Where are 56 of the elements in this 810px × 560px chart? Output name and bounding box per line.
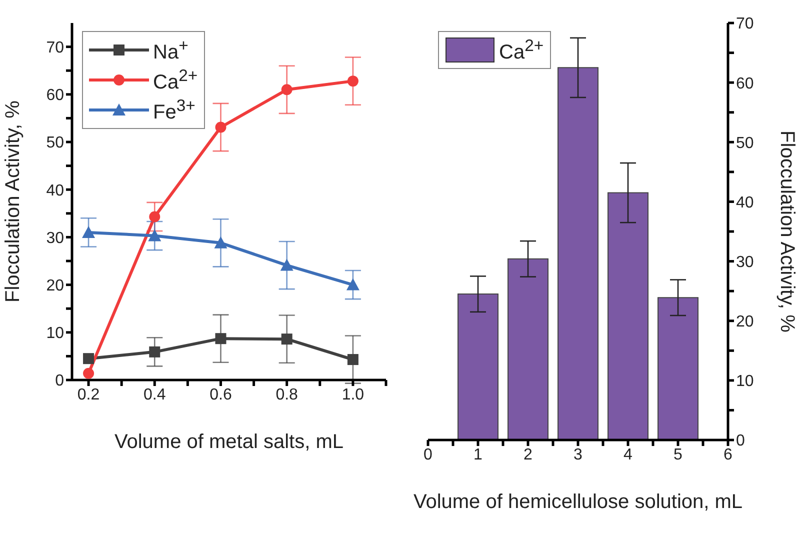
y-tick-label: 60 [46, 87, 64, 104]
point [215, 333, 226, 344]
x-tick-label: 3 [574, 446, 583, 464]
x-tick-label: 4 [624, 446, 633, 464]
x-tick-label: 6 [724, 446, 733, 464]
y2-tick-label: 70 [736, 16, 754, 33]
bar [558, 67, 598, 440]
legend-label: Ca$^{2+}$ [499, 36, 544, 64]
bar [658, 297, 698, 440]
y2-tick-label: 0 [736, 432, 745, 450]
x-tick-label: 0.6 [210, 386, 232, 404]
point [347, 354, 358, 366]
point [215, 122, 226, 133]
x-axis-title: Volume of hemicellulose solution, mL [413, 491, 743, 513]
x-tick-label: 5 [674, 446, 683, 464]
y-tick-label: 20 [46, 277, 64, 294]
legend-label: Ca$^{2+}$ [153, 66, 198, 94]
x-tick-label: 2 [524, 446, 533, 464]
y2-tick-label: 60 [736, 75, 754, 92]
x-tick-label: 0.4 [144, 386, 166, 404]
point [214, 236, 228, 248]
y-tick-label: 10 [46, 325, 64, 342]
y-tick-label: 0 [55, 372, 64, 390]
x-axis-title: Volume of metal salts, mL [114, 431, 344, 453]
y-tick-label: 30 [46, 230, 64, 247]
y2-tick-label: 30 [736, 254, 754, 271]
x-tick-label: 0.2 [77, 386, 100, 404]
point [280, 258, 294, 271]
x-tick-label: 1.0 [342, 386, 364, 404]
x-tick-label: 0 [424, 446, 433, 464]
point [346, 278, 360, 290]
y-tick-label: 70 [46, 39, 64, 56]
bar [608, 192, 648, 440]
y-tick-label: 50 [46, 134, 64, 152]
point [347, 76, 358, 87]
point [82, 226, 96, 238]
x-tick-label: 0.8 [276, 386, 298, 404]
y2-tick-label: 40 [736, 194, 754, 212]
y2-axis-title: Flocculation Activity, % [776, 130, 798, 333]
y-axis-title: Flocculation Activity, % [2, 100, 24, 302]
legend-label: Na$^{+}$ [153, 36, 188, 64]
point [281, 84, 292, 96]
legend-label: Fe$^{3+}$ [153, 96, 196, 124]
point [83, 353, 94, 364]
bar [508, 258, 548, 440]
point [83, 368, 94, 379]
y2-tick-label: 10 [736, 373, 754, 390]
x-tick-label: 1 [474, 446, 483, 464]
point [149, 211, 160, 222]
y2-tick-label: 20 [736, 314, 754, 331]
y-tick-label: 40 [46, 182, 64, 200]
point [281, 334, 292, 345]
y2-tick-label: 50 [736, 134, 754, 152]
point [149, 346, 160, 358]
point [148, 229, 162, 242]
bar [458, 294, 498, 440]
